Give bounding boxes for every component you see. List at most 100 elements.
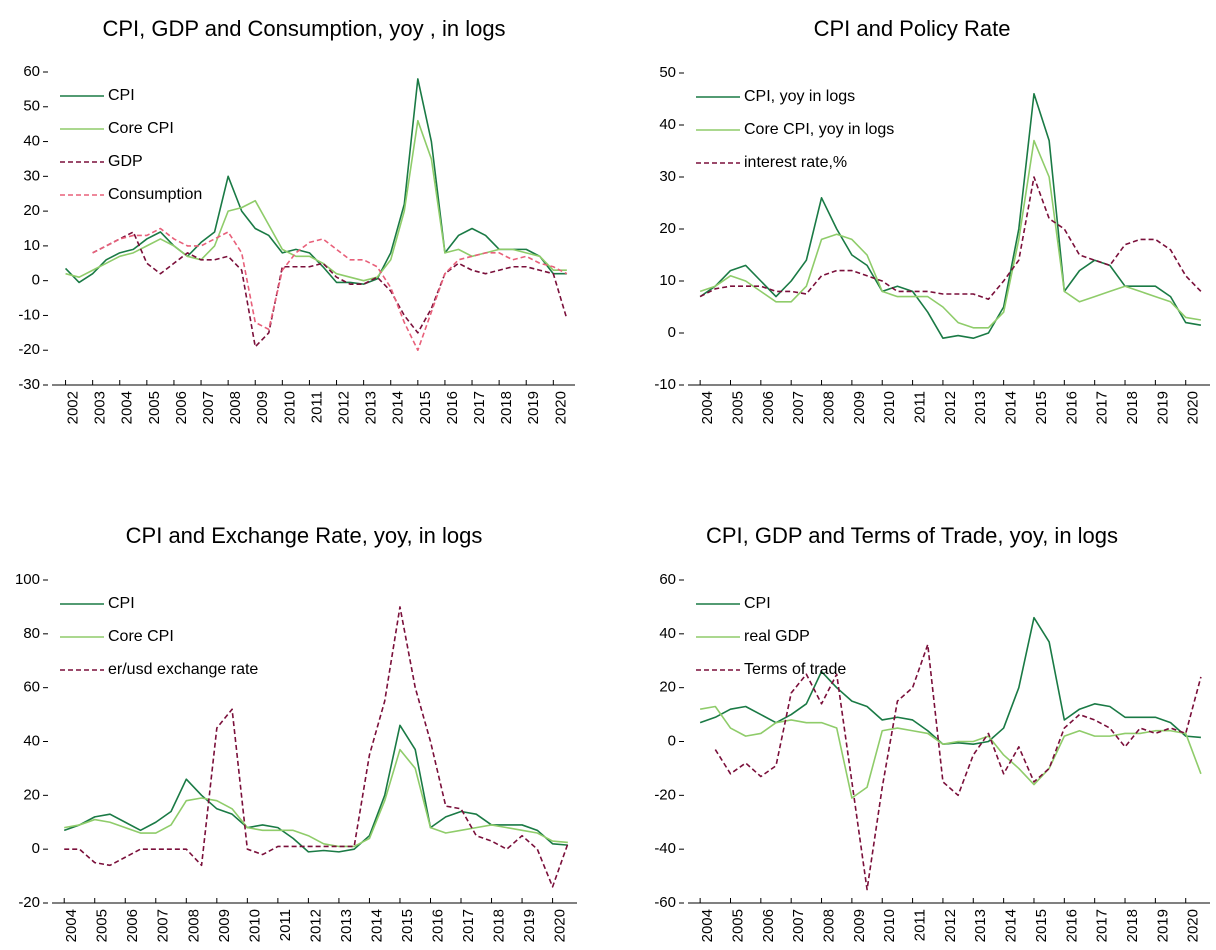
x-tick-label: 2018 bbox=[1124, 391, 1141, 424]
x-tick-label: 2009 bbox=[851, 391, 868, 424]
x-tick-label: 2020 bbox=[552, 391, 569, 424]
y-tick-label: -20 bbox=[654, 786, 676, 803]
legend-label: CPI, yoy in logs bbox=[744, 88, 855, 105]
series-line bbox=[699, 93, 1202, 339]
y-tick-label: 80 bbox=[23, 625, 40, 642]
y-tick-label: 50 bbox=[23, 98, 40, 115]
x-tick-label: 2014 bbox=[368, 909, 385, 942]
x-tick-label: 2017 bbox=[471, 391, 488, 424]
series-line bbox=[700, 705, 1202, 799]
series-line bbox=[64, 748, 568, 848]
x-tick-label: 2004 bbox=[63, 909, 80, 942]
x-tick-label: 2014 bbox=[1003, 391, 1020, 424]
x-tick-label: 2019 bbox=[521, 909, 538, 942]
x-tick-label: 2019 bbox=[1154, 391, 1171, 424]
legend-label: er/usd exchange rate bbox=[108, 661, 258, 678]
y-tick-label: -20 bbox=[18, 894, 40, 911]
series-line bbox=[714, 643, 1202, 891]
x-tick-label: 2009 bbox=[254, 391, 271, 424]
y-tick-label: 10 bbox=[23, 237, 40, 254]
x-tick-label: 2005 bbox=[729, 391, 746, 424]
x-tick-label: 2009 bbox=[216, 909, 233, 942]
chart-title: CPI and Policy Rate bbox=[814, 16, 1011, 41]
y-tick-label: 40 bbox=[659, 625, 676, 642]
y-tick-label: 0 bbox=[32, 840, 40, 857]
y-tick-label: 60 bbox=[23, 679, 40, 696]
legend-label: CPI bbox=[108, 87, 135, 104]
legend-label: CPI bbox=[108, 595, 135, 612]
series-line bbox=[63, 724, 568, 853]
series-line bbox=[64, 606, 569, 888]
series-line bbox=[92, 231, 568, 348]
y-tick-label: 0 bbox=[668, 324, 676, 341]
x-tick-label: 2008 bbox=[185, 909, 202, 942]
x-tick-label: 2009 bbox=[851, 909, 868, 942]
x-tick-label: 2010 bbox=[281, 391, 298, 424]
x-tick-label: 2011 bbox=[912, 909, 929, 941]
x-tick-label: 2012 bbox=[942, 391, 959, 424]
x-tick-label: 2014 bbox=[390, 391, 407, 424]
x-tick-label: 2007 bbox=[155, 909, 172, 942]
chart-title: CPI and Exchange Rate, yoy, in logs bbox=[126, 523, 483, 548]
chart-title: CPI, GDP and Terms of Trade, yoy, in log… bbox=[706, 523, 1118, 548]
x-tick-label: 2007 bbox=[790, 909, 807, 942]
legend-label: Terms of trade bbox=[744, 661, 846, 678]
y-tick-label: -60 bbox=[654, 894, 676, 911]
y-tick-label: -20 bbox=[18, 341, 40, 358]
y-tick-label: 10 bbox=[659, 272, 676, 289]
chart-title: CPI, GDP and Consumption, yoy , in logs bbox=[102, 16, 505, 41]
y-tick-label: 40 bbox=[23, 732, 40, 749]
x-tick-label: 2015 bbox=[1033, 909, 1050, 942]
x-tick-label: 2005 bbox=[94, 909, 111, 942]
x-tick-label: 2010 bbox=[881, 909, 898, 942]
y-tick-label: 50 bbox=[659, 64, 676, 81]
y-tick-label: -10 bbox=[654, 376, 676, 393]
y-tick-label: 30 bbox=[23, 167, 40, 184]
legend-label: interest rate,% bbox=[744, 154, 847, 171]
x-tick-label: 2008 bbox=[821, 909, 838, 942]
x-tick-label: 2010 bbox=[881, 391, 898, 424]
series-line bbox=[699, 139, 1202, 329]
y-tick-label: 0 bbox=[32, 272, 40, 289]
x-tick-label: 2018 bbox=[498, 391, 515, 424]
y-tick-label: 20 bbox=[23, 786, 40, 803]
x-tick-label: 2011 bbox=[912, 391, 929, 423]
x-tick-label: 2006 bbox=[760, 391, 777, 424]
x-tick-label: 2011 bbox=[277, 909, 294, 941]
x-tick-label: 2003 bbox=[92, 391, 109, 424]
x-tick-label: 2005 bbox=[729, 909, 746, 942]
y-tick-label: 60 bbox=[659, 571, 676, 588]
x-tick-label: 2004 bbox=[699, 391, 716, 424]
x-tick-label: 2004 bbox=[699, 909, 716, 942]
x-tick-label: 2011 bbox=[308, 391, 325, 423]
series-line bbox=[699, 176, 1202, 300]
x-tick-label: 2012 bbox=[336, 391, 353, 424]
x-tick-label: 2008 bbox=[227, 391, 244, 424]
x-tick-label: 2014 bbox=[1003, 909, 1020, 942]
x-tick-label: 2008 bbox=[821, 391, 838, 424]
x-tick-label: 2017 bbox=[460, 909, 477, 942]
y-tick-label: 30 bbox=[659, 168, 676, 185]
x-tick-label: 2010 bbox=[246, 909, 263, 942]
x-tick-label: 2020 bbox=[552, 909, 569, 942]
x-tick-label: 2016 bbox=[444, 391, 461, 424]
x-tick-label: 2004 bbox=[119, 391, 136, 424]
x-tick-label: 2013 bbox=[338, 909, 355, 942]
x-tick-label: 2002 bbox=[65, 391, 82, 424]
x-tick-label: 2007 bbox=[790, 391, 807, 424]
legend-label: real GDP bbox=[744, 628, 810, 645]
legend-label: Core CPI bbox=[108, 628, 174, 645]
x-tick-label: 2017 bbox=[1094, 391, 1111, 424]
x-tick-label: 2013 bbox=[363, 391, 380, 424]
y-tick-label: 0 bbox=[668, 732, 676, 749]
x-tick-label: 2016 bbox=[429, 909, 446, 942]
x-tick-label: 2018 bbox=[491, 909, 508, 942]
y-tick-label: 20 bbox=[659, 220, 676, 237]
x-tick-label: 2015 bbox=[399, 909, 416, 942]
y-tick-label: -40 bbox=[654, 840, 676, 857]
y-tick-label: 40 bbox=[23, 133, 40, 150]
legend-label: GDP bbox=[108, 153, 143, 170]
x-tick-label: 2013 bbox=[972, 391, 989, 424]
y-tick-label: 20 bbox=[659, 679, 676, 696]
x-tick-label: 2015 bbox=[417, 391, 434, 424]
